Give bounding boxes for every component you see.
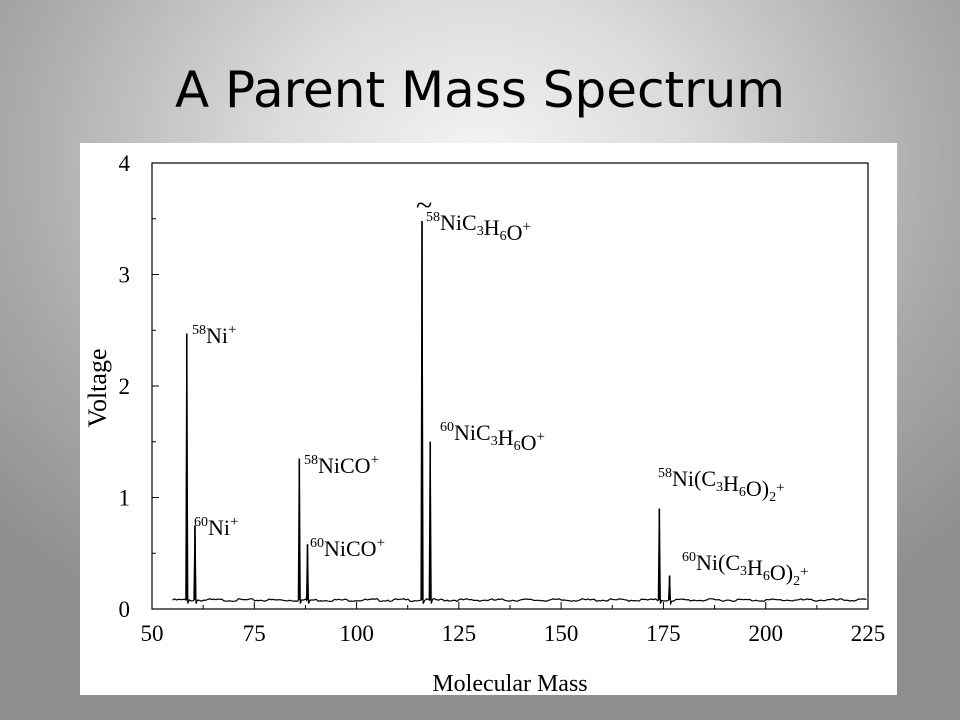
peak-annotation: 60NiCO+ [310, 535, 385, 561]
axis-break-mark: ~ [416, 189, 432, 222]
x-axis-label: Molecular Mass [432, 671, 587, 695]
chart-panel: 50 75 100 125 150 175 200 225 0 1 2 3 4 58Ni+ 60Ni+ 58… [80, 143, 897, 697]
x-tick-label: 75 [243, 621, 266, 646]
peak-annotation: 58NiCO+ [304, 452, 379, 478]
x-tick-label: 125 [442, 621, 477, 646]
x-tick-label: 225 [851, 621, 886, 646]
slide-title: A Parent Mass Spectrum [174, 61, 786, 119]
peak-annotation: 58NiC3H6O+ [426, 210, 531, 245]
peak-annotation: 58Ni+ [192, 322, 236, 348]
y-tick-label: 1 [119, 486, 131, 511]
y-axis-label: Voltage [83, 349, 112, 428]
x-tick-label: 100 [339, 621, 374, 646]
y-tick-label: 2 [119, 374, 131, 399]
peak-labels: 58Ni+ 60Ni+ 58NiCO+ 60NiCO+ 58NiC3H6O+ 60NiC3… [192, 210, 809, 589]
x-tick-label: 175 [646, 621, 681, 646]
y-tick-label: 4 [119, 151, 131, 176]
y-tick-label: 3 [119, 263, 131, 288]
peak-annotation: 60Ni+ [194, 514, 238, 540]
spectrum-line [172, 220, 867, 606]
x-tick-label: 200 [748, 621, 783, 646]
x-tick-label: 50 [141, 621, 164, 646]
peak-annotation: 60Ni(C3H6O)2+ [682, 550, 809, 589]
y-tick-label: 0 [119, 597, 131, 622]
spectrum-trace [172, 220, 867, 606]
peak-annotation: 58Ni(C3H6O)2+ [658, 466, 785, 505]
axis-ticks: 50 75 100 125 150 175 200 225 0 1 2 3 4 [119, 151, 886, 646]
peak-annotation: 60NiC3H6O+ [440, 420, 545, 455]
x-tick-label: 150 [544, 621, 579, 646]
